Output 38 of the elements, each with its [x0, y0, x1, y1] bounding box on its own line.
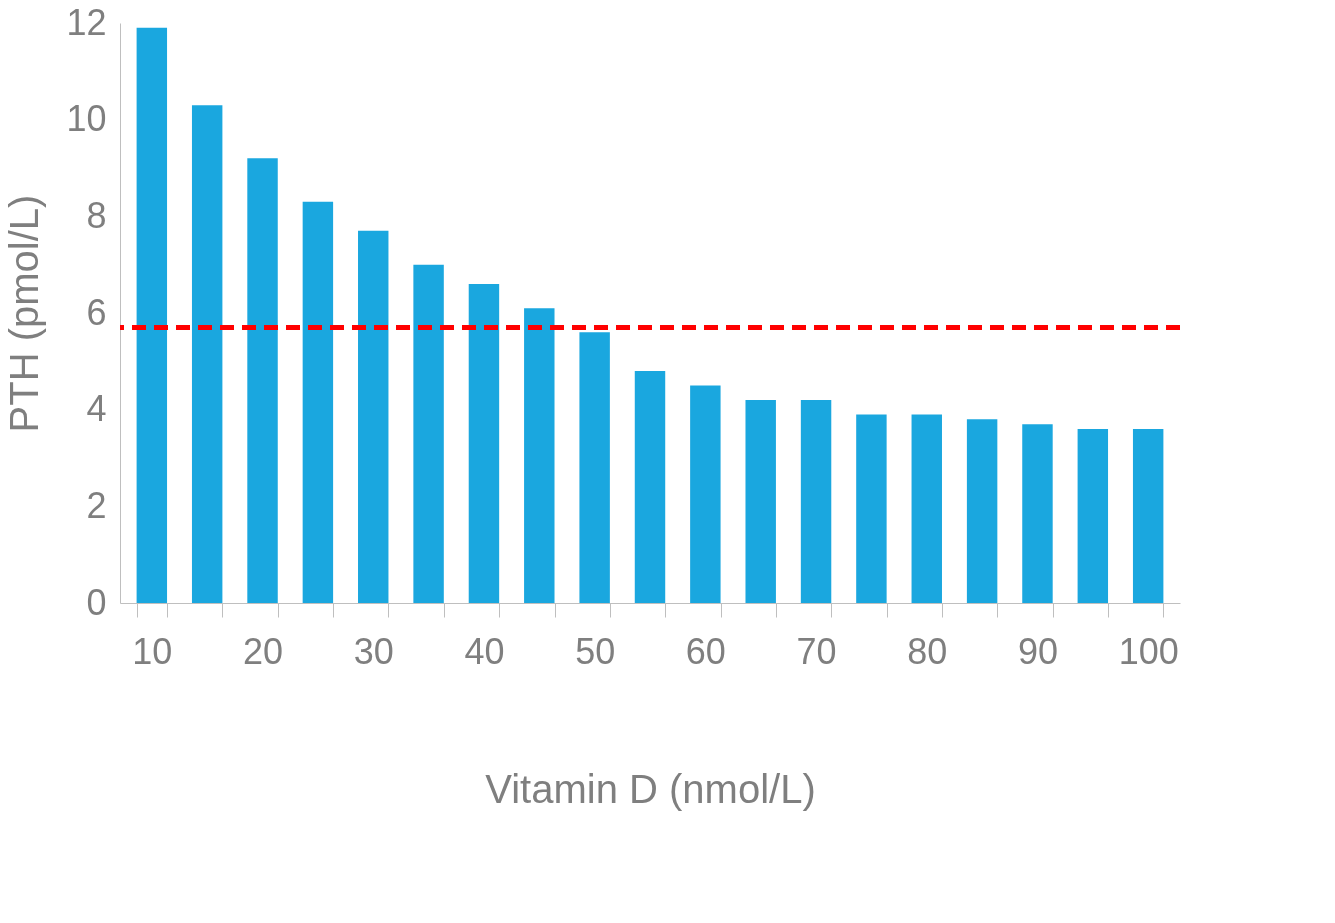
bar	[191, 105, 223, 603]
x-axis-title: Vitamin D (nmol/L)	[485, 766, 816, 811]
x-tick-label: 100	[1118, 630, 1179, 672]
bar	[911, 414, 942, 603]
bar	[136, 27, 168, 603]
x-tick-label: 60	[685, 630, 726, 672]
x-tick-label: 30	[353, 630, 394, 672]
x-tick-label: 80	[907, 630, 948, 672]
y-tick-label: 0	[86, 581, 107, 623]
bar	[966, 419, 998, 603]
bar	[1022, 424, 1053, 603]
x-tick-label: 40	[464, 630, 505, 672]
x-tick-label: 70	[796, 630, 837, 672]
bar	[1132, 429, 1164, 603]
x-tick-label: 50	[575, 630, 616, 672]
bar	[690, 385, 721, 603]
y-tick-label: 2	[86, 484, 107, 526]
y-tick-label: 10	[66, 98, 107, 140]
y-tick-label: 8	[86, 194, 107, 236]
bar	[358, 230, 389, 603]
y-tick-label: 4	[86, 388, 107, 430]
bar	[800, 400, 832, 603]
bar	[413, 264, 444, 603]
y-tick-label: 6	[86, 291, 107, 333]
bar	[302, 201, 334, 603]
bar	[468, 284, 500, 603]
bar	[634, 371, 666, 603]
y-axis-title: PTH (pmol/L)	[2, 194, 47, 433]
x-tick-label: 20	[243, 630, 284, 672]
bar	[856, 414, 887, 603]
bar	[745, 400, 776, 603]
bar	[524, 308, 555, 603]
x-tick-label: 10	[132, 630, 173, 672]
y-tick-label: 12	[66, 1, 107, 43]
x-tick-label: 90	[1017, 630, 1058, 672]
bar	[247, 158, 278, 603]
bar	[1077, 429, 1109, 603]
bar	[579, 332, 610, 603]
